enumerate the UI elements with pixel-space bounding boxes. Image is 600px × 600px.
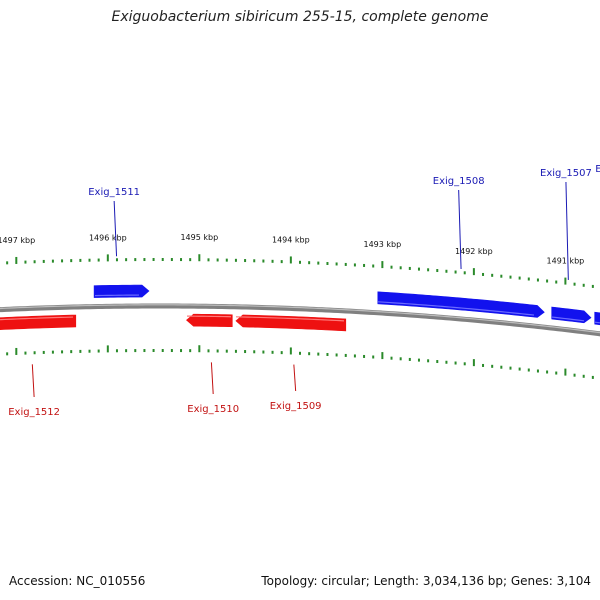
gene-label-exig_1506: Exig_1506 [595,164,600,175]
gene-labels: Exig_1511 Exig_1508 Exig_1507Exig_1506 Exig… [8,164,600,418]
gene-bevel [235,316,345,322]
backbone-line [0,303,600,337]
gene-arrow-exig_1508 [377,291,545,318]
gene-leader-line [565,181,569,280]
tick-label: 1495 kbp [180,233,218,242]
genome-backbone [0,303,600,337]
gene-bevel [0,316,74,321]
gene-bevel [94,294,140,297]
tick-label: 1494 kbp [272,235,310,244]
gene-bevel [186,315,232,318]
gene-label-exig_1510: Exig_1510 [187,404,239,415]
accession-text: Accession: NC_010556 [9,574,146,588]
gene-label-exig_1508: Exig_1508 [433,176,485,187]
gene-leader-line [293,364,297,392]
gene-bevel [377,301,535,316]
gene-arrow-exig_1510 [186,313,233,328]
gene-label-exig_1509: Exig_1509 [270,401,322,412]
gene-arrow-exig_1506 [594,311,600,326]
gene-leader-line [210,362,214,395]
gene-bevel [551,316,585,322]
tick-label: 1493 kbp [364,240,402,249]
backbone-highlight [0,304,600,334]
gene-arrow-exig_1509 [235,314,347,332]
gene-arrow-exig_1507 [551,306,592,324]
gene-label-exig_1512: Exig_1512 [8,407,60,418]
gene-label-exig_1507: Exig_1507 [540,168,592,179]
gene-arrow-exig_1511 [93,284,150,298]
tick-label: 1491 kbp [547,257,585,266]
gene-leader-line [31,364,35,398]
tick-label: 1496 kbp [89,233,127,242]
gene-leader-line [458,189,462,270]
tick-label: 1497 kbp [0,236,35,245]
gene-label-exig_1511: Exig_1511 [88,187,140,198]
genome-summary-text: Topology: circular; Length: 3,034,136 bp… [261,574,591,588]
scale-ticks: 1497 kbp 1496 kbp 1495 kbp 1494 kbp 1493 kbp… [0,233,594,379]
gene-features [0,284,600,332]
map-title: Exiguobacterium sibiricum 255-15, comple… [111,9,489,25]
gene-leader-line [113,200,118,257]
tick-label: 1492 kbp [455,247,493,256]
